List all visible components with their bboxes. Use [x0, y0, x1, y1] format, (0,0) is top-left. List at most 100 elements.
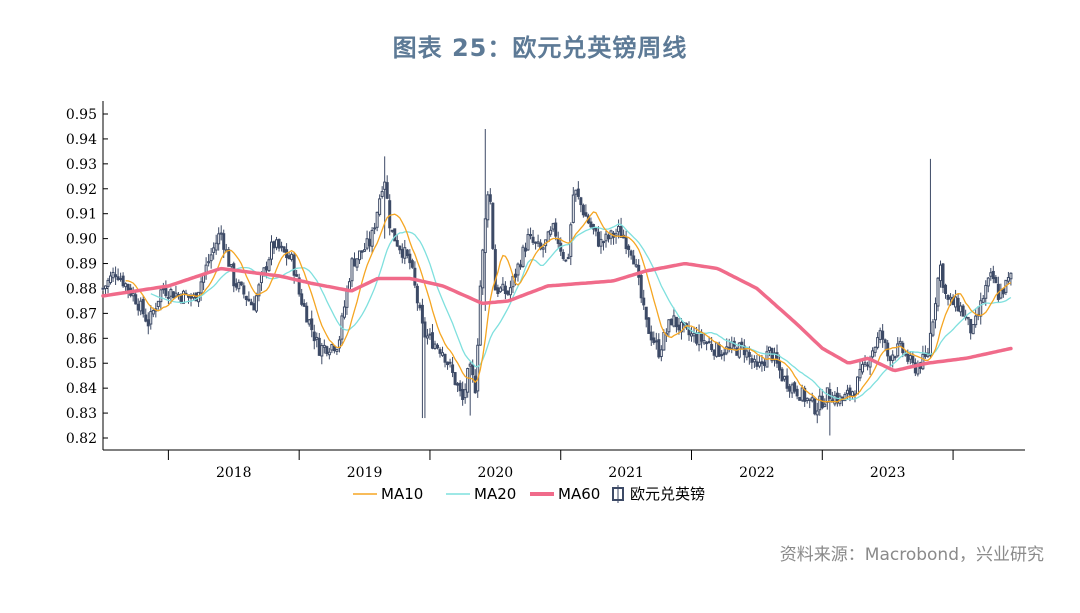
candle-body [850, 391, 854, 397]
candle-body [702, 340, 706, 344]
source-note: 资料来源：Macrobond，兴业研究 [779, 545, 1044, 565]
candle-body [503, 285, 507, 295]
candle-body [169, 289, 173, 297]
candle-body [881, 330, 885, 340]
candle-body [275, 239, 279, 248]
candle-body [599, 238, 603, 247]
candle-body [227, 249, 231, 267]
candle-body [370, 229, 374, 247]
candle-body [393, 228, 397, 242]
candle-body [305, 305, 309, 323]
candle-body [312, 331, 316, 342]
candle-body [1001, 288, 1005, 295]
candle-body [456, 383, 460, 386]
candle-body [828, 388, 832, 399]
candle-body [576, 188, 580, 197]
candle-body [119, 278, 123, 281]
candle-body [124, 283, 128, 288]
candle-body [458, 382, 462, 392]
candle-body [878, 330, 882, 340]
candle-body [727, 346, 731, 349]
candle-body [388, 200, 392, 229]
candle-body [270, 241, 274, 260]
candle-body [574, 189, 578, 195]
candle-body [705, 342, 709, 345]
candle-body [139, 300, 143, 312]
candle-body [508, 287, 512, 296]
candle-body [775, 352, 779, 364]
candle-body [390, 229, 394, 232]
candle-body [179, 294, 183, 302]
candle-body [385, 182, 389, 199]
candle-body [981, 298, 985, 303]
candle-body [695, 333, 699, 344]
candle-body [1006, 277, 1010, 282]
candle-body [808, 398, 812, 401]
x-tick-label: 2020 [478, 465, 514, 481]
candle-body [946, 294, 950, 300]
candle-body [669, 318, 673, 326]
candle-body [803, 387, 807, 402]
candle-body [931, 321, 935, 336]
candle-body [893, 356, 897, 359]
candle-body [395, 240, 399, 247]
candle-body [856, 376, 860, 395]
candle-body [425, 335, 429, 339]
candle-body [524, 247, 528, 252]
candle-body [604, 233, 608, 242]
candle-body [486, 194, 490, 221]
candle-body [773, 352, 777, 361]
candle-body [217, 233, 221, 245]
candle-body [883, 339, 887, 344]
candle-body [398, 245, 402, 251]
candle-body [715, 342, 719, 357]
candle-body [564, 259, 568, 262]
candle-body [325, 346, 329, 355]
candle-body [254, 295, 258, 312]
y-tick-label: 0.89 [66, 257, 97, 273]
candle-body [959, 305, 963, 313]
candle-body [858, 368, 862, 379]
candle-body [908, 354, 912, 360]
x-tick-label: 2018 [216, 465, 252, 481]
candle-body [378, 198, 382, 215]
candle-body [649, 331, 653, 341]
candle-body [871, 350, 875, 358]
chart-axes: 0.82 0.83 0.84 0.85 0.86 0.87 0.88 0.89 0.90 0.91… [66, 101, 1025, 481]
candle-body [380, 191, 384, 198]
candle-body [516, 263, 520, 276]
legend-item-eurgbp-label: 欧元兑英镑 [630, 485, 705, 503]
candle-body [350, 258, 354, 282]
candle-body [498, 287, 502, 293]
candle-body [690, 333, 694, 337]
y-tick-label: 0.93 [66, 157, 97, 173]
candle-body [365, 238, 369, 249]
candle-body [468, 363, 472, 367]
candle-body [171, 291, 175, 299]
candle-body [898, 340, 902, 344]
candle-body [949, 296, 953, 300]
y-tick-label: 0.83 [66, 406, 97, 422]
ma20-line [150, 223, 1012, 401]
candle-body [596, 231, 600, 247]
candle-body [290, 253, 294, 260]
candle-body [501, 283, 505, 291]
candle-body [156, 300, 160, 308]
candle-body [944, 284, 948, 295]
candle-body [954, 296, 958, 308]
candle-body [662, 331, 666, 351]
legend-item-ma10-label: MA10 [381, 485, 423, 503]
candle-body [373, 227, 377, 230]
candle-body [579, 197, 583, 206]
candle-body [722, 352, 726, 356]
y-tick-label: 0.87 [66, 306, 97, 322]
candle-body [174, 292, 178, 297]
candle-body [725, 346, 729, 354]
candle-body [420, 304, 424, 324]
candle-body [692, 332, 696, 337]
candle-body [614, 233, 618, 237]
candle-body [790, 384, 794, 394]
candle-body [677, 324, 681, 331]
candle-body [149, 311, 153, 325]
candle-body [159, 289, 163, 303]
